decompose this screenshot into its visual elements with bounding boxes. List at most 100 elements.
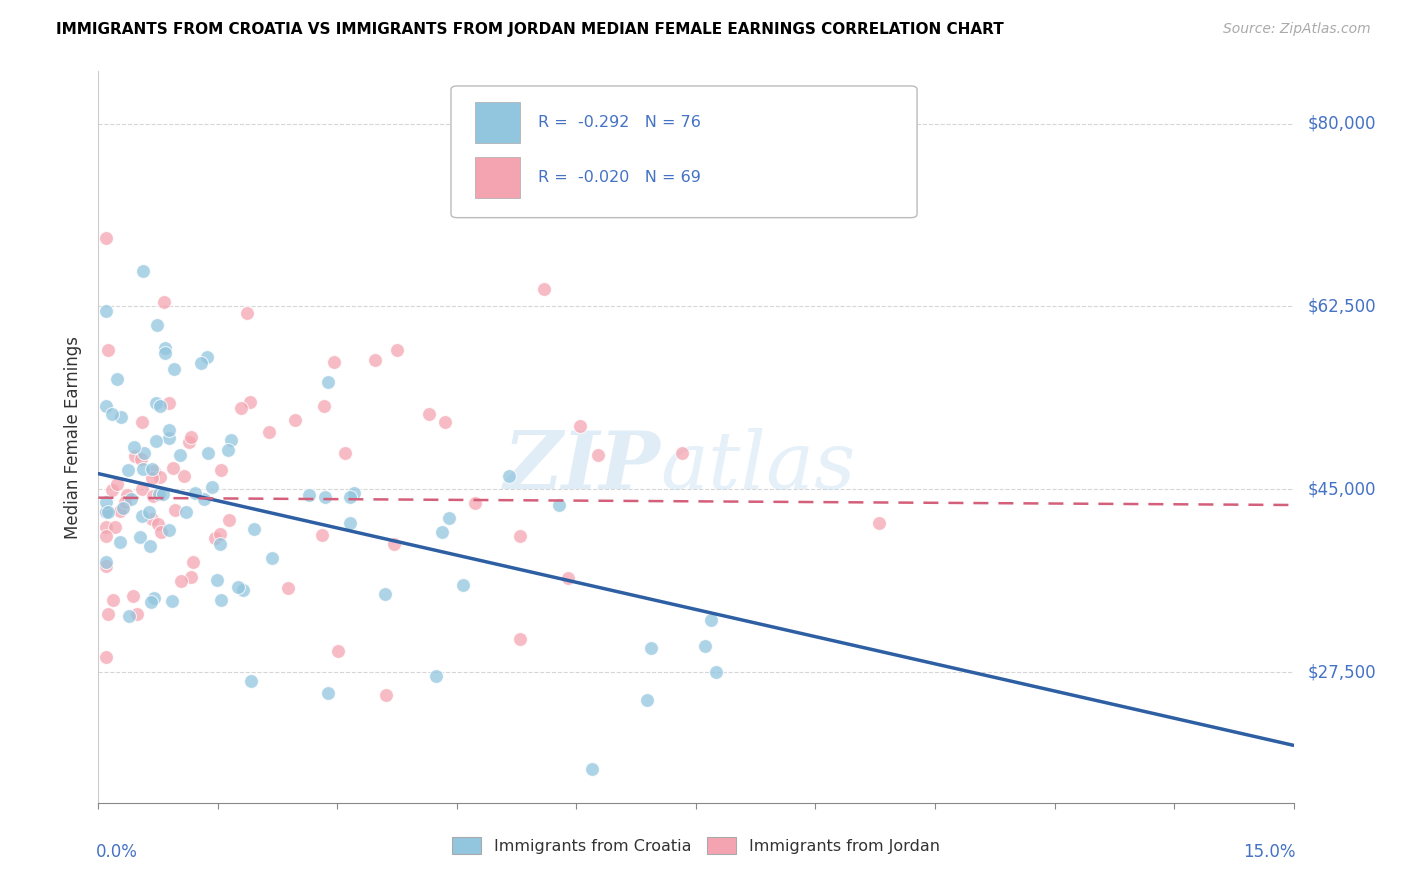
Point xyxy=(149,524,172,539)
Point xyxy=(148,487,170,501)
Point xyxy=(498,469,520,483)
Point xyxy=(219,433,242,447)
Point xyxy=(343,485,366,500)
FancyBboxPatch shape xyxy=(475,103,520,143)
Point xyxy=(124,440,146,454)
Point xyxy=(153,346,176,360)
Point xyxy=(115,488,138,502)
Text: IMMIGRANTS FROM CROATIA VS IMMIGRANTS FROM JORDAN MEDIAN FEMALE EARNINGS CORRELA: IMMIGRANTS FROM CROATIA VS IMMIGRANTS FR… xyxy=(56,22,1004,37)
Point xyxy=(101,593,124,607)
Point xyxy=(145,434,167,448)
Point xyxy=(141,511,163,525)
Point xyxy=(314,400,336,414)
Point xyxy=(129,452,152,467)
Point xyxy=(430,524,453,539)
Point xyxy=(180,570,202,584)
Point xyxy=(131,508,153,523)
Point xyxy=(239,395,262,409)
Point xyxy=(314,490,336,504)
Point xyxy=(105,476,128,491)
Point xyxy=(110,410,132,425)
Point xyxy=(96,504,118,518)
Point xyxy=(298,488,321,502)
Point xyxy=(700,613,723,627)
Point xyxy=(581,763,603,777)
Point xyxy=(374,688,396,702)
Point xyxy=(636,693,658,707)
Point xyxy=(262,550,284,565)
Point xyxy=(316,375,339,389)
Point xyxy=(146,318,169,333)
Point xyxy=(110,503,132,517)
Legend: Immigrants from Croatia, Immigrants from Jordan: Immigrants from Croatia, Immigrants from… xyxy=(446,830,946,861)
Point xyxy=(157,523,180,537)
Point xyxy=(335,446,357,460)
FancyBboxPatch shape xyxy=(475,157,520,197)
Point xyxy=(138,505,160,519)
Point xyxy=(208,537,231,551)
Point xyxy=(384,537,406,551)
Point xyxy=(96,304,118,318)
Point xyxy=(868,516,890,531)
Point xyxy=(374,587,396,601)
Point xyxy=(110,535,132,549)
Point xyxy=(209,463,232,477)
Point xyxy=(141,471,163,485)
Point xyxy=(96,555,118,569)
Point xyxy=(586,449,609,463)
Point xyxy=(142,489,165,503)
Point xyxy=(169,448,191,462)
Point xyxy=(145,395,167,409)
Text: $80,000: $80,000 xyxy=(1308,114,1376,133)
Point xyxy=(96,495,118,509)
Point xyxy=(277,582,299,596)
Point xyxy=(284,413,307,427)
Point xyxy=(464,496,486,510)
Point xyxy=(153,341,176,355)
Point xyxy=(177,434,200,449)
Point xyxy=(101,407,124,421)
Text: Source: ZipAtlas.com: Source: ZipAtlas.com xyxy=(1223,22,1371,37)
Text: $27,500: $27,500 xyxy=(1308,663,1376,681)
Point xyxy=(509,529,531,543)
Point xyxy=(316,686,339,700)
Point xyxy=(159,423,181,437)
Text: $62,500: $62,500 xyxy=(1308,297,1376,316)
Point xyxy=(311,528,333,542)
Point xyxy=(112,500,135,515)
Point xyxy=(104,520,127,534)
Text: R =  -0.292   N = 76: R = -0.292 N = 76 xyxy=(538,115,702,130)
Point xyxy=(97,506,120,520)
Point xyxy=(509,632,531,647)
Point xyxy=(138,539,160,553)
Point xyxy=(695,639,717,653)
Point xyxy=(111,502,134,516)
Point xyxy=(339,516,361,530)
Point xyxy=(165,503,187,517)
Text: $45,000: $45,000 xyxy=(1308,480,1376,499)
Point xyxy=(141,461,163,475)
Point xyxy=(209,593,232,607)
Point xyxy=(671,446,693,460)
Point xyxy=(204,531,226,545)
Point xyxy=(437,511,460,525)
Point xyxy=(209,526,232,541)
Point xyxy=(243,522,266,536)
Point xyxy=(339,490,361,504)
Point xyxy=(181,555,204,569)
Point xyxy=(97,607,120,622)
Point xyxy=(163,362,186,376)
Text: atlas: atlas xyxy=(661,427,855,505)
Point xyxy=(118,609,141,624)
Point xyxy=(162,461,184,475)
Point xyxy=(143,464,166,478)
Point xyxy=(453,578,475,592)
FancyBboxPatch shape xyxy=(451,86,917,218)
Y-axis label: Median Female Earnings: Median Female Earnings xyxy=(65,335,83,539)
Text: ZIP: ZIP xyxy=(503,427,661,505)
Point xyxy=(162,594,184,608)
Point xyxy=(640,641,662,656)
Point xyxy=(101,483,124,497)
Point xyxy=(131,415,153,429)
Point xyxy=(240,673,263,688)
